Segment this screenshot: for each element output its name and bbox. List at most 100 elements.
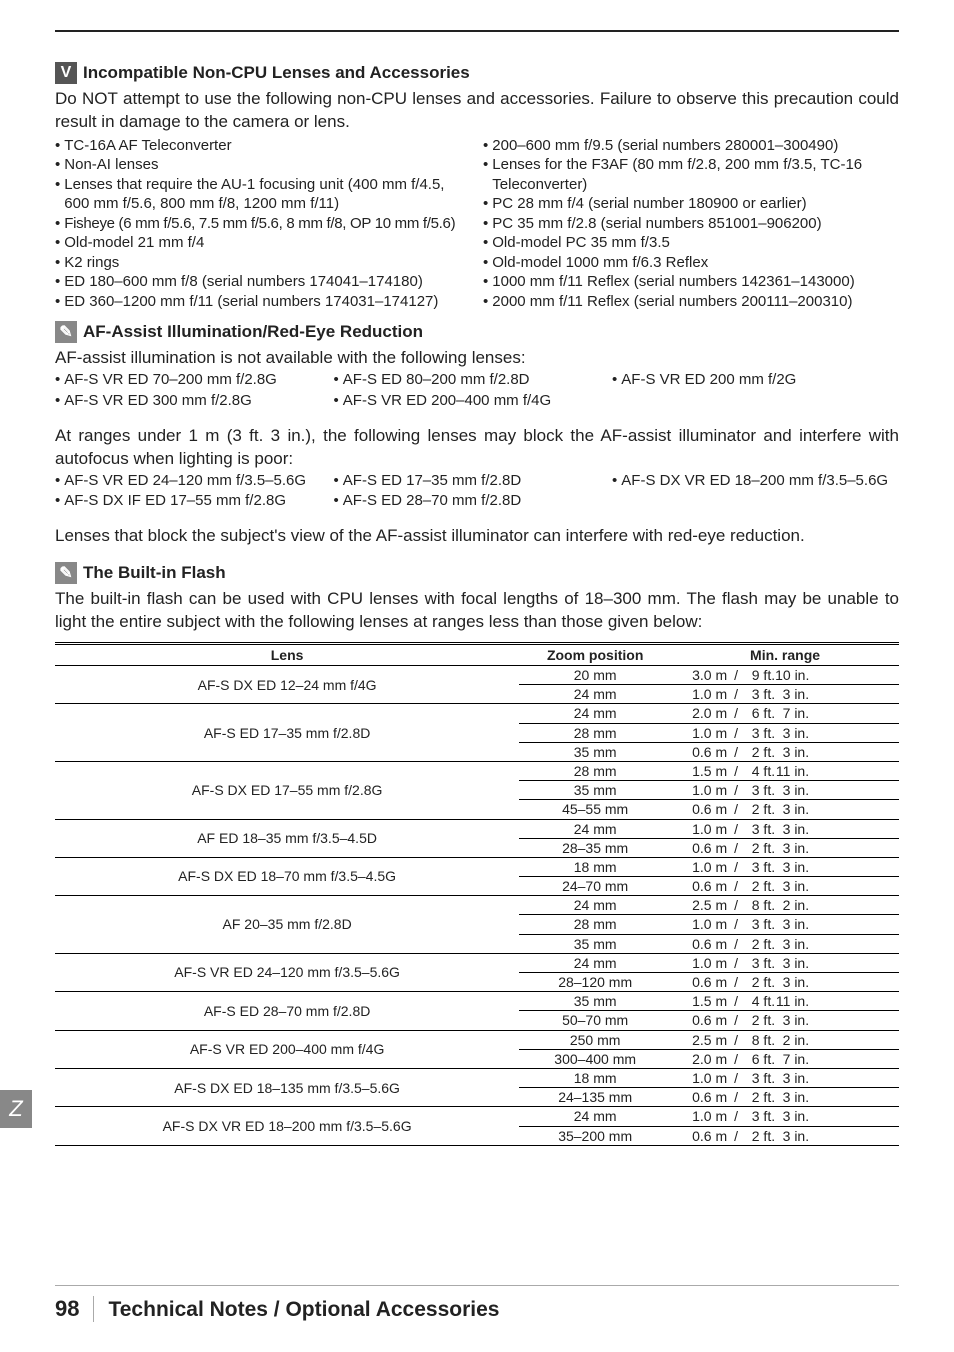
cell-zoom: 24 mm [519, 704, 671, 723]
cell-zoom: 35 mm [519, 742, 671, 761]
cell-zoom: 28 mm [519, 723, 671, 742]
table-row: AF-S DX VR ED 18–200 mm f/3.5–5.6G24 mm1… [55, 1107, 899, 1126]
table-row: AF-S DX ED 18–70 mm f/3.5–4.5G18 mm1.0 m… [55, 857, 899, 876]
cell-range: 1.0 m/3 ft.3 in. [671, 781, 899, 800]
flash-table: Lens Zoom position Min. range AF-S DX ED… [55, 642, 899, 1146]
cell-range: 1.0 m/3 ft.3 in. [671, 1107, 899, 1126]
cell-lens: AF-S VR ED 24–120 mm f/3.5–5.6G [55, 953, 519, 991]
table-row: AF-S DX ED 17–55 mm f/2.8G28 mm1.5 m/4 f… [55, 761, 899, 780]
cell-zoom: 35 mm [519, 934, 671, 953]
cell-range: 2.5 m/8 ft.2 in. [671, 896, 899, 915]
cell-zoom: 300–400 mm [519, 1049, 671, 1068]
section3-title: The Built-in Flash [83, 563, 226, 583]
list-item: •TC-16A AF Teleconverter [55, 136, 467, 156]
th-range: Min. range [671, 644, 899, 666]
list-item: •Fisheye (6 mm f/5.6, 7.5 mm f/5.6, 8 mm… [55, 214, 467, 234]
cell-range: 1.5 m/4 ft.11 in. [671, 992, 899, 1011]
cell-range: 1.0 m/3 ft.3 in. [671, 819, 899, 838]
cell-range: 2.0 m/6 ft.7 in. [671, 1049, 899, 1068]
list-item: •AF-S VR ED 70–200 mm f/2.8G [55, 370, 334, 390]
cell-zoom: 28 mm [519, 761, 671, 780]
list-item: •Lenses for the F3AF (80 mm f/2.8, 200 m… [483, 155, 899, 194]
cell-range: 2.5 m/8 ft.2 in. [671, 1030, 899, 1049]
table-row: AF-S DX ED 18–135 mm f/3.5–5.6G18 mm1.0 … [55, 1068, 899, 1087]
section1-intro: Do NOT attempt to use the following non-… [55, 88, 899, 134]
section2-list-a: •AF-S VR ED 70–200 mm f/2.8G•AF-S VR ED … [55, 370, 899, 411]
list-item: •ED 180–600 mm f/8 (serial numbers 17404… [55, 272, 467, 292]
list-item: •PC 35 mm f/2.8 (serial numbers 851001–9… [483, 214, 899, 234]
list-item: •AF-S ED 28–70 mm f/2.8D [334, 491, 613, 511]
list-item: •Old-model 21 mm f/4 [55, 233, 467, 253]
section3-heading: ✎ The Built-in Flash [55, 562, 899, 584]
cell-range: 0.6 m/2 ft.3 in. [671, 973, 899, 992]
list-item: •AF-S DX IF ED 17–55 mm f/2.8G [55, 491, 334, 511]
cell-zoom: 24 mm [519, 896, 671, 915]
cell-range: 0.6 m/2 ft.3 in. [671, 742, 899, 761]
th-zoom: Zoom position [519, 644, 671, 666]
table-row: AF-S DX ED 12–24 mm f/4G20 mm3.0 m/9 ft.… [55, 666, 899, 685]
list-item: •200–600 mm f/9.5 (serial numbers 280001… [483, 136, 899, 156]
note-icon: ✎ [55, 562, 77, 584]
cell-zoom: 35–200 mm [519, 1126, 671, 1145]
cell-range: 1.0 m/3 ft.3 in. [671, 723, 899, 742]
cell-zoom: 24 mm [519, 819, 671, 838]
table-row: AF-S ED 28–70 mm f/2.8D35 mm1.5 m/4 ft.1… [55, 992, 899, 1011]
table-row: AF-S VR ED 200–400 mm f/4G250 mm2.5 m/8 … [55, 1030, 899, 1049]
cell-range: 1.0 m/3 ft.3 in. [671, 857, 899, 876]
top-rule [55, 30, 899, 32]
th-lens: Lens [55, 644, 519, 666]
section1-title: Incompatible Non-CPU Lenses and Accessor… [83, 63, 470, 83]
list-item: •1000 mm f/11 Reflex (serial numbers 142… [483, 272, 899, 292]
cell-zoom: 24 mm [519, 953, 671, 972]
cell-lens: AF-S ED 17–35 mm f/2.8D [55, 704, 519, 762]
cell-lens: AF ED 18–35 mm f/3.5–4.5D [55, 819, 519, 857]
cell-zoom: 50–70 mm [519, 1011, 671, 1030]
cell-range: 2.0 m/6 ft.7 in. [671, 704, 899, 723]
cell-zoom: 18 mm [519, 857, 671, 876]
list-item: •ED 360–1200 mm f/11 (serial numbers 174… [55, 292, 467, 312]
cell-lens: AF-S DX ED 18–135 mm f/3.5–5.6G [55, 1068, 519, 1106]
list-item: •AF-S DX VR ED 18–200 mm f/3.5–5.6G [612, 471, 899, 491]
table-row: AF-S VR ED 24–120 mm f/3.5–5.6G24 mm1.0 … [55, 953, 899, 972]
cell-zoom: 35 mm [519, 992, 671, 1011]
section2-list-b: •AF-S VR ED 24–120 mm f/3.5–5.6G•AF-S DX… [55, 471, 899, 512]
section2-heading: ✎ AF-Assist Illumination/Red-Eye Reducti… [55, 321, 899, 343]
cell-range: 1.0 m/3 ft.3 in. [671, 685, 899, 704]
side-tab: Z [0, 1090, 32, 1128]
section1-columns: •TC-16A AF Teleconverter•Non-AI lenses•L… [55, 136, 899, 312]
section2-title: AF-Assist Illumination/Red-Eye Reduction [83, 322, 423, 342]
list-item: •K2 rings [55, 253, 467, 273]
page-number: 98 [55, 1296, 79, 1322]
cell-lens: AF-S VR ED 200–400 mm f/4G [55, 1030, 519, 1068]
cell-zoom: 28–120 mm [519, 973, 671, 992]
cell-range: 1.0 m/3 ft.3 in. [671, 915, 899, 934]
cell-range: 0.6 m/2 ft.3 in. [671, 877, 899, 896]
footer-title: Technical Notes / Optional Accessories [108, 1298, 499, 1322]
list-item: •AF-S VR ED 200–400 mm f/4G [334, 391, 613, 411]
cell-lens: AF-S ED 28–70 mm f/2.8D [55, 992, 519, 1030]
cell-lens: AF 20–35 mm f/2.8D [55, 896, 519, 954]
section2-para2: At ranges under 1 m (3 ft. 3 in.), the f… [55, 425, 899, 471]
cell-zoom: 28–35 mm [519, 838, 671, 857]
warning-icon: V [55, 62, 77, 84]
cell-range: 0.6 m/2 ft.3 in. [671, 800, 899, 819]
cell-lens: AF-S DX ED 12–24 mm f/4G [55, 666, 519, 704]
cell-range: 0.6 m/2 ft.3 in. [671, 1126, 899, 1145]
cell-range: 1.5 m/4 ft.11 in. [671, 761, 899, 780]
cell-zoom: 250 mm [519, 1030, 671, 1049]
cell-zoom: 28 mm [519, 915, 671, 934]
page-footer: 98 Technical Notes / Optional Accessorie… [55, 1285, 899, 1322]
cell-range: 0.6 m/2 ft.3 in. [671, 934, 899, 953]
cell-lens: AF-S DX ED 18–70 mm f/3.5–4.5G [55, 857, 519, 895]
cell-range: 0.6 m/2 ft.3 in. [671, 1011, 899, 1030]
cell-zoom: 24 mm [519, 1107, 671, 1126]
cell-zoom: 24 mm [519, 685, 671, 704]
cell-zoom: 35 mm [519, 781, 671, 800]
list-item: •Lenses that require the AU-1 focusing u… [55, 175, 467, 214]
section2-intro: AF-assist illumination is not available … [55, 347, 899, 370]
list-item: •AF-S VR ED 300 mm f/2.8G [55, 391, 334, 411]
cell-range: 0.6 m/2 ft.3 in. [671, 838, 899, 857]
cell-range: 1.0 m/3 ft.3 in. [671, 1068, 899, 1087]
list-item: •AF-S VR ED 24–120 mm f/3.5–5.6G [55, 471, 334, 491]
list-item: •Non-AI lenses [55, 155, 467, 175]
